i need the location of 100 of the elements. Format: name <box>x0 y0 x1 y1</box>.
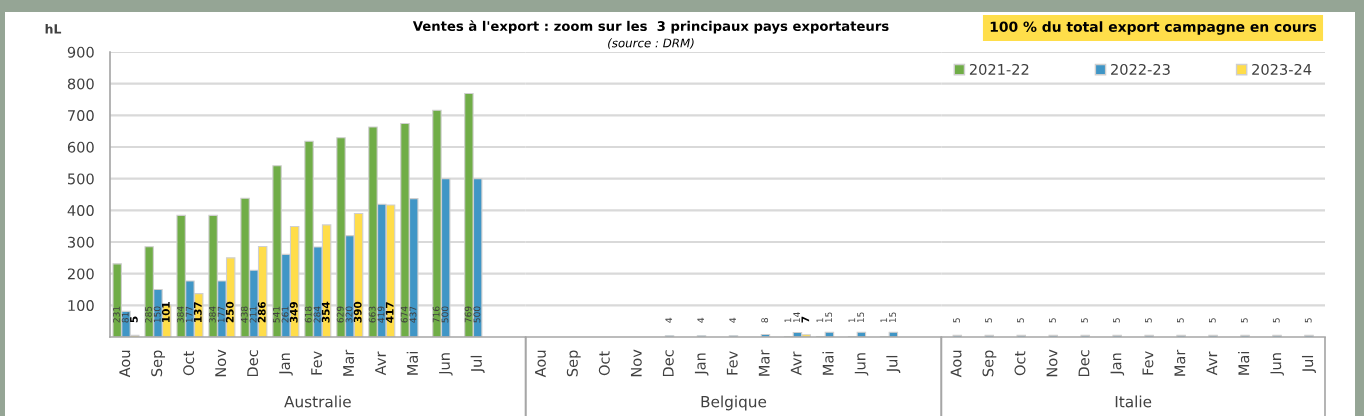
x-axis-title: Belgique <box>701 395 767 411</box>
data-label: 674 <box>400 306 408 323</box>
x-tick-label: Jun <box>1270 353 1284 376</box>
data-label: 384 <box>208 306 216 323</box>
data-label: 4 <box>665 317 673 323</box>
data-label: 349 <box>289 302 298 323</box>
data-label: 419 <box>377 306 385 323</box>
x-tick-label: Mai <box>822 351 834 375</box>
data-label: 211 <box>249 306 257 323</box>
data-label: 15 <box>889 312 896 323</box>
y-axis-title: hL <box>45 23 62 34</box>
x-tick-label: Avr <box>790 351 802 376</box>
x-tick-label: Jun <box>854 353 869 376</box>
data-label: 500 <box>473 306 481 323</box>
data-label: 5 <box>130 316 138 323</box>
x-tick-label: Mar <box>758 349 770 376</box>
data-label: 101 <box>161 302 170 322</box>
x-tick-label: Jul <box>1301 355 1316 373</box>
x-tick-label: Fev <box>311 351 323 375</box>
data-label: 1 <box>784 318 792 323</box>
legend-label: 2023-24 <box>1252 63 1312 75</box>
data-label: 1 <box>816 318 824 323</box>
y-tick-label: 200 <box>67 268 94 280</box>
data-label: 417 <box>385 302 394 323</box>
data-label: 284 <box>313 306 321 323</box>
data-label: 14 <box>793 312 800 323</box>
y-tick-label: 100 <box>68 300 94 312</box>
data-label: 437 <box>409 306 417 323</box>
data-label: 5 <box>1272 318 1280 323</box>
x-tick-label: Jun <box>439 353 453 376</box>
data-label: 541 <box>272 306 280 323</box>
data-label: 1 <box>848 318 856 323</box>
text: 100 % du total export campagne en cours <box>990 21 1317 35</box>
x-tick-label: Jan <box>279 353 293 376</box>
x-tick-label: Dec <box>1078 350 1090 377</box>
y-tick-label: 300 <box>68 236 94 248</box>
data-label: 177 <box>185 306 193 323</box>
data-label: 150 <box>153 306 161 323</box>
data-label: 5 <box>1240 318 1248 323</box>
data-label: 769 <box>464 306 472 323</box>
y-tick-label: 400 <box>67 205 94 217</box>
data-label: 177 <box>217 306 225 323</box>
x-tick-label: Sep <box>151 350 166 377</box>
x-tick-label: Jul <box>886 355 901 373</box>
data-label: 438 <box>240 306 248 323</box>
legend-label: 2021-22 <box>969 63 1029 75</box>
data-label: 8 <box>761 317 769 323</box>
data-label: 354 <box>321 301 330 323</box>
data-label: 5 <box>985 318 992 323</box>
data-label: 4 <box>697 317 704 323</box>
data-label: 629 <box>336 306 344 323</box>
data-label: 231 <box>112 306 120 323</box>
x-tick-label: Oct <box>1014 351 1026 376</box>
data-label: 5 <box>1113 318 1120 323</box>
x-tick-label: Jan <box>1110 353 1125 376</box>
x-tick-label: Fev <box>1142 351 1154 375</box>
data-label: 5 <box>1304 318 1312 323</box>
x-tick-label: Oct <box>183 351 195 376</box>
chart-subtitle: (source : DRM) <box>608 38 694 49</box>
data-label: 4 <box>729 317 736 323</box>
data-label: 261 <box>281 306 289 323</box>
data-label: 5 <box>1177 318 1184 323</box>
data-label: 137 <box>193 302 202 322</box>
data-label: 1 <box>880 318 888 323</box>
x-tick-label: Sep <box>982 350 997 377</box>
x-tick-label: Aou <box>119 350 131 378</box>
data-label: 285 <box>144 306 152 323</box>
y-tick-label: 500 <box>68 173 94 185</box>
y-tick-label: 700 <box>68 110 94 122</box>
x-tick-label: Jul <box>470 355 485 373</box>
x-tick-label: Avr <box>375 351 386 376</box>
data-label: 320 <box>345 306 353 323</box>
x-tick-label: Mai <box>406 351 418 375</box>
data-label: 384 <box>176 306 184 323</box>
data-label: 81 <box>121 312 129 323</box>
x-tick-label: Mar <box>343 349 355 376</box>
data-label: 5 <box>1209 318 1216 323</box>
data-label: 663 <box>368 306 376 323</box>
legend-label: 2022-23 <box>1111 63 1170 75</box>
data-label: 7 <box>801 316 810 323</box>
y-tick-label: 600 <box>67 141 94 153</box>
x-tick-label: Nov <box>630 349 642 377</box>
x-axis-title: Italie <box>1115 395 1152 408</box>
y-tick-label: 900 <box>67 46 94 58</box>
x-tick-label: Dec <box>662 350 674 377</box>
data-label: 390 <box>353 301 362 323</box>
data-label: 15 <box>857 312 864 323</box>
x-tick-label: Nov <box>215 349 227 377</box>
x-tick-label: Avr <box>1206 351 1218 376</box>
x-axis-title: Australie <box>284 395 351 408</box>
x-tick-label: Aou <box>950 350 962 378</box>
data-label: 250 <box>225 301 234 323</box>
data-label: 618 <box>304 306 312 323</box>
x-tick-label: Sep <box>566 350 581 377</box>
data-label: 500 <box>441 306 449 323</box>
x-tick-label: Mar <box>1174 349 1186 376</box>
x-tick-label: Mai <box>1238 351 1250 375</box>
data-label: 716 <box>432 306 440 323</box>
x-tick-label: Dec <box>247 350 259 377</box>
data-label: 5 <box>1049 318 1056 323</box>
